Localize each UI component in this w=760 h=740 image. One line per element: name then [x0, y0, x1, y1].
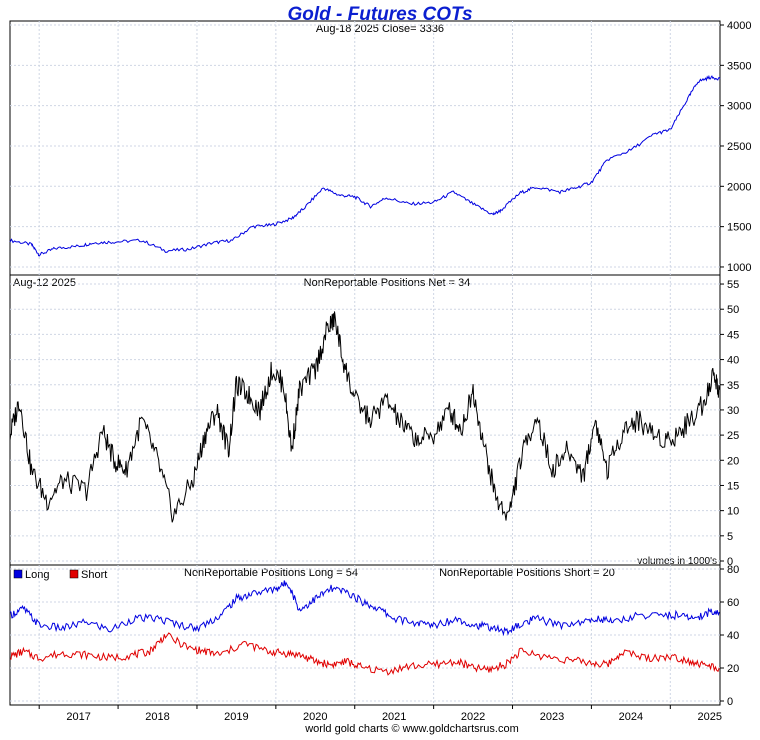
- chart-dynamic-layer: 2017 2018 2019 2020 2021 2022 2023 2024 20251000…: [9, 20, 751, 723]
- chart-frame: [9, 20, 721, 706]
- series-line-long-short-short: [9, 632, 720, 676]
- y-tick-label: 50: [727, 304, 739, 316]
- y-tick-label: 20: [727, 663, 739, 675]
- x-tick-label: 2017: [66, 711, 90, 723]
- x-tick-label: 2025: [698, 711, 722, 723]
- legend-short-swatch: [69, 569, 79, 579]
- legend-long-label: Long: [25, 569, 49, 581]
- legend-short-label: Short: [81, 569, 107, 581]
- x-tick-label: 2019: [224, 711, 248, 723]
- short-subtitle: NonReportable Positions Short = 20: [439, 567, 615, 579]
- y-tick-label: 15: [727, 480, 739, 492]
- y-tick-label: 0: [727, 696, 733, 708]
- price-subtitle: Aug-18 2025 Close= 3336: [316, 23, 444, 35]
- y-tick-label: 35: [727, 380, 739, 392]
- y-tick-label: 30: [727, 405, 739, 417]
- y-tick-label: 40: [727, 355, 739, 367]
- y-tick-label: 0: [727, 556, 733, 568]
- x-tick-label: 2021: [382, 711, 406, 723]
- long-subtitle: NonReportable Positions Long = 54: [184, 567, 358, 579]
- y-tick-label: 45: [727, 329, 739, 341]
- x-tick-label: 2022: [461, 711, 485, 723]
- y-tick-label: 60: [727, 597, 739, 609]
- series-line-net: [9, 311, 720, 523]
- y-tick-label: 20: [727, 455, 739, 467]
- x-tick-label: 2023: [540, 711, 564, 723]
- x-tick-label: 2018: [145, 711, 169, 723]
- y-tick-label: 40: [727, 630, 739, 642]
- y-tick-label: 10: [727, 506, 739, 518]
- y-tick-label: 2000: [727, 181, 751, 193]
- volume-note: volumes in 1000's: [637, 556, 717, 567]
- x-tick-label: 2020: [303, 711, 327, 723]
- y-tick-label: 25: [727, 430, 739, 442]
- y-tick-label: 3500: [727, 60, 751, 72]
- net-date-label: Aug-12 2025: [13, 277, 76, 289]
- net-subtitle: NonReportable Positions Net = 34: [304, 277, 471, 289]
- y-tick-label: 2500: [727, 141, 751, 153]
- y-tick-label: 1500: [727, 222, 751, 234]
- y-tick-label: 4000: [727, 20, 751, 32]
- series-line-price: [9, 74, 721, 257]
- y-tick-label: 5: [727, 531, 733, 543]
- chart-footer: world gold charts © www.goldchartsrus.co…: [304, 723, 519, 735]
- y-tick-label: 55: [727, 279, 739, 291]
- chart-title: Gold - Futures COTs: [287, 4, 472, 25]
- legend-long-swatch: [13, 569, 23, 579]
- x-tick-label: 2024: [619, 711, 643, 723]
- y-tick-label: 1000: [727, 262, 751, 274]
- y-tick-label: 80: [727, 564, 739, 576]
- y-tick-label: 3000: [727, 101, 751, 113]
- series-line-long-short-long: [9, 580, 720, 637]
